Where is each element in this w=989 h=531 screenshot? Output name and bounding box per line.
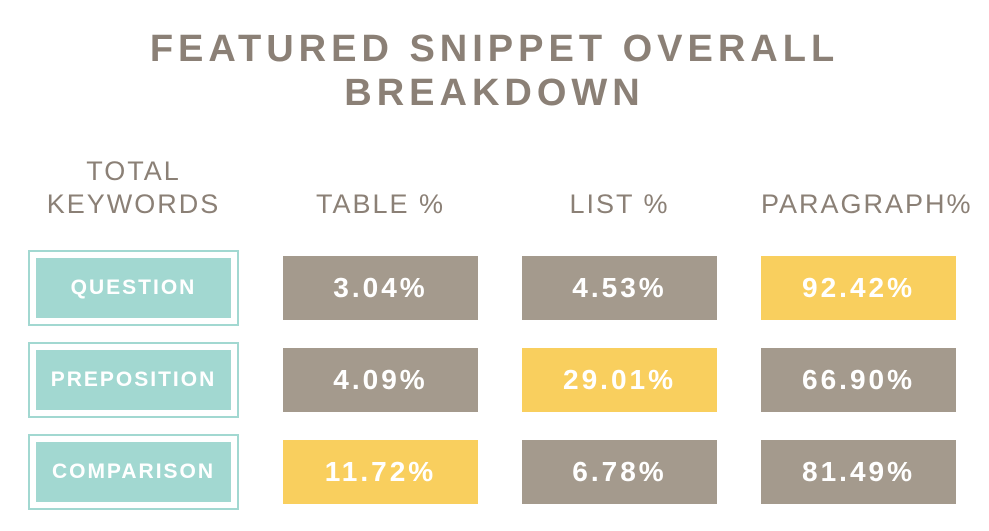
cell-question-paragraph-pct: 92.42% <box>761 256 956 321</box>
row-label-text: QUESTION <box>36 258 231 319</box>
cell-comparison-list-pct: 6.78% <box>522 440 717 505</box>
cell-preposition-table-pct: 4.09% <box>283 348 478 413</box>
cell-question-table-pct: 3.04% <box>283 256 478 321</box>
row-label-comparison: COMPARISON <box>28 434 239 511</box>
row-label-text: PREPOSITION <box>36 350 231 411</box>
column-header-list-pct: LIST % <box>569 188 670 219</box>
row-label-question: QUESTION <box>28 250 239 327</box>
table-row-question: QUESTION 3.04% 4.53% 92.42% <box>0 250 989 327</box>
table-row-preposition: PREPOSITION 4.09% 29.01% 66.90% <box>0 342 989 419</box>
row-label-text: COMPARISON <box>36 442 231 503</box>
table-body: QUESTION 3.04% 4.53% 92.42% PREPOSITION … <box>0 250 989 511</box>
cell-comparison-table-pct: 11.72% <box>283 440 478 505</box>
cell-preposition-paragraph-pct: 66.90% <box>761 348 956 413</box>
column-header-total-keywords: TOTAL KEYWORDS <box>46 156 221 219</box>
column-header-paragraph-pct: PARAGRAPH% <box>761 188 973 219</box>
breakdown-infographic: FEATURED SNIPPET OVERALL BREAKDOWN TOTAL… <box>0 28 989 511</box>
table-row-comparison: COMPARISON 11.72% 6.78% 81.49% <box>0 434 989 511</box>
cell-question-list-pct: 4.53% <box>522 256 717 321</box>
page-title: FEATURED SNIPPET OVERALL BREAKDOWN <box>149 28 840 114</box>
column-header-row: TOTAL KEYWORDS TABLE % LIST % PARAGRAPH% <box>0 155 989 220</box>
cell-comparison-paragraph-pct: 81.49% <box>761 440 956 505</box>
cell-preposition-list-pct: 29.01% <box>522 348 717 413</box>
row-label-preposition: PREPOSITION <box>28 342 239 419</box>
column-header-table-pct: TABLE % <box>315 188 446 219</box>
